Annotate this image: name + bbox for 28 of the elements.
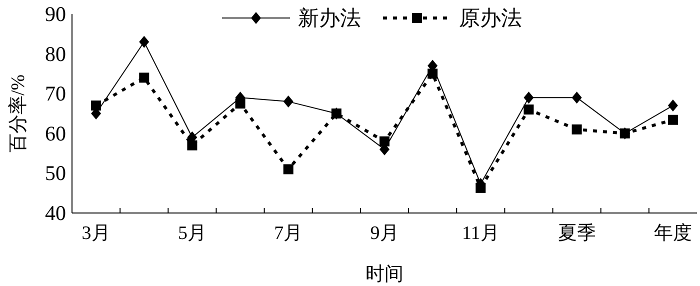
y-tick-label: 80 [45, 42, 66, 66]
point [139, 36, 150, 48]
y-axis-title: 百分率/% [7, 74, 29, 153]
x-tick-label: 5月 [178, 223, 206, 244]
point [572, 92, 582, 104]
point [668, 114, 678, 125]
point [524, 92, 534, 104]
point [283, 96, 294, 108]
x-tick-label: 11月 [462, 223, 500, 244]
legend-label: 新办法 [298, 6, 361, 30]
y-tick-label: 60 [45, 121, 66, 146]
x-axis-title: 时间 [366, 264, 404, 285]
y-tick-label: 40 [45, 201, 66, 225]
x-tick-label: 3月 [82, 223, 110, 244]
y-tick-label: 50 [45, 161, 66, 186]
x-tick-label: 7月 [274, 223, 303, 244]
point [668, 100, 678, 112]
x-tick-label: 9月 [370, 223, 399, 244]
x-tick-label: 年度 [654, 222, 692, 244]
point [139, 72, 150, 83]
legend-label: 原办法 [459, 6, 522, 30]
y-tick-label: 70 [45, 82, 66, 106]
point [572, 124, 582, 134]
y-tick-label: 90 [45, 2, 66, 26]
point [524, 104, 534, 115]
point [283, 164, 294, 174]
x-tick-label: 夏季 [558, 223, 596, 244]
point [187, 140, 198, 150]
